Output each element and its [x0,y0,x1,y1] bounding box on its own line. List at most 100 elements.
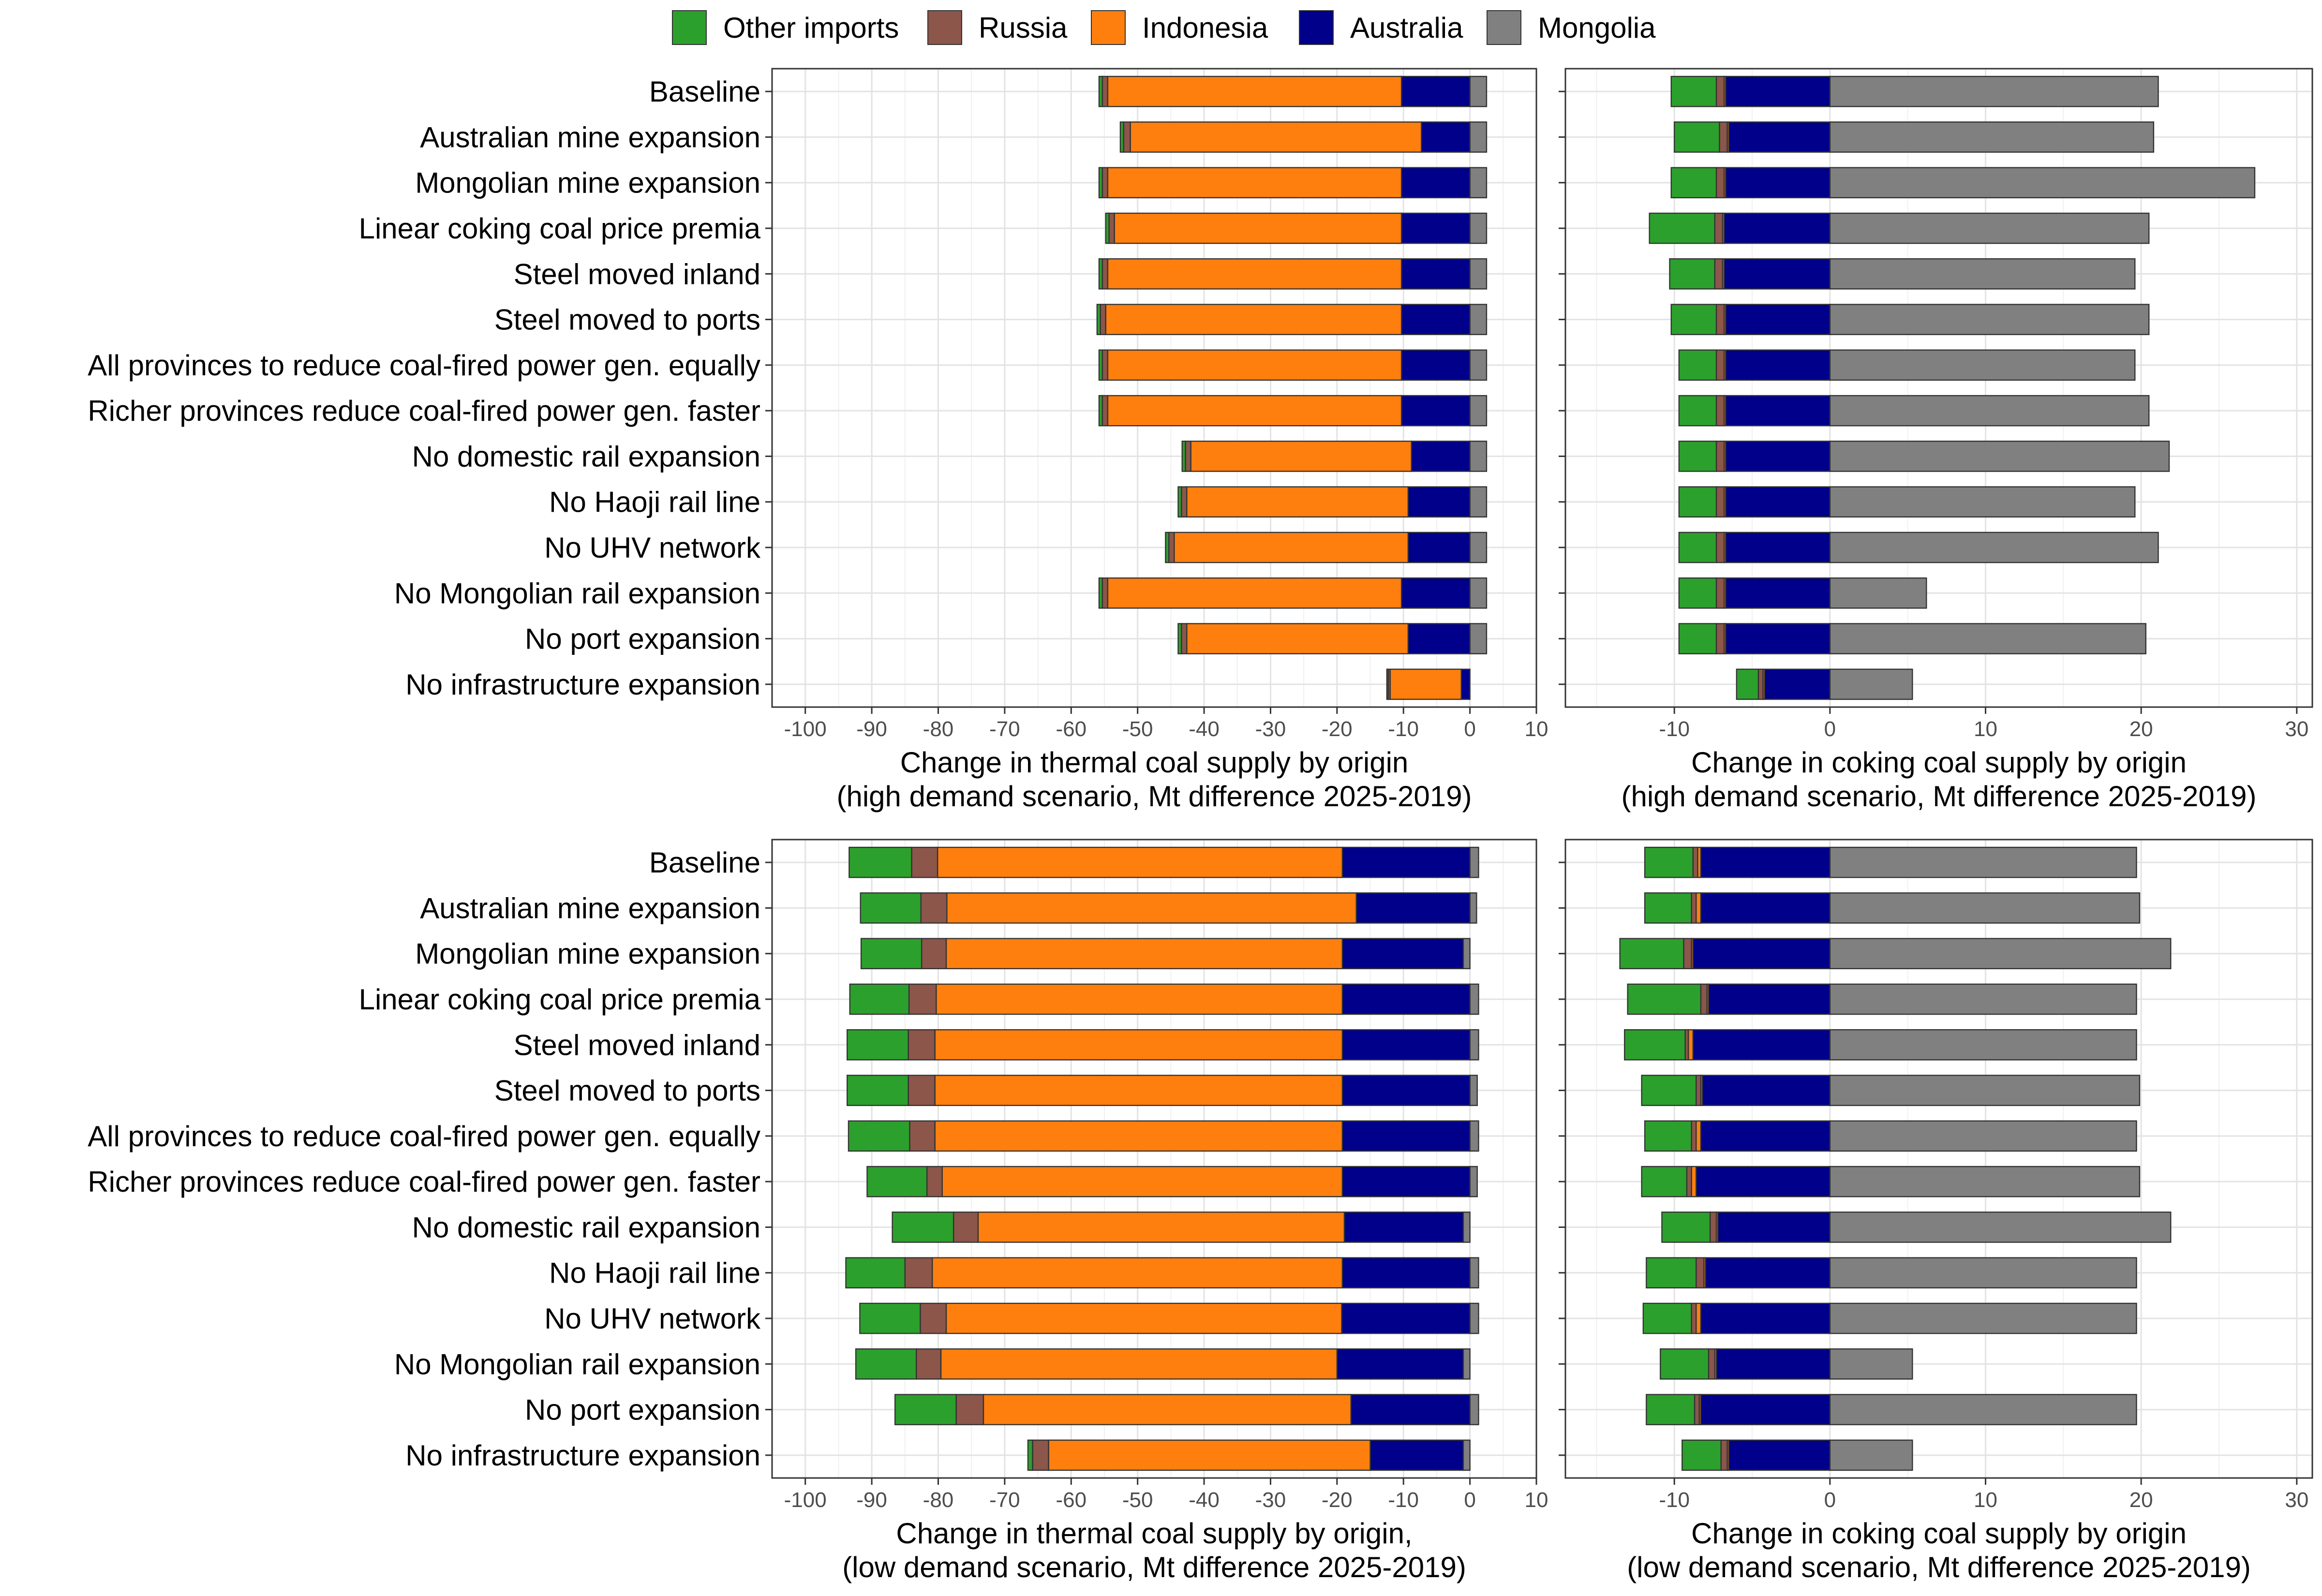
bar-segment-other-imports [1181,441,1186,472]
x-axis-title: Change in coking coal supply by origin [1691,1517,2187,1550]
bar-segment-mongolia [1469,892,1477,924]
bar-segment-mongolia [1829,75,2159,107]
x-tick-label: 0 [1464,717,1475,741]
plot-area [772,840,1536,1478]
bar-segment-indonesia [1105,304,1402,335]
bar-segment-russia [1715,167,1725,199]
bar-segment-russia [1123,121,1131,153]
bar-segment-russia [1714,258,1724,290]
legend-swatch [1299,10,1334,45]
category-label: Mongolian mine expansion [415,167,760,199]
bar-segment-russia [1715,486,1725,518]
bar-segment-other-imports [1678,441,1717,472]
bar-segment-australia [1421,121,1471,153]
bars [845,846,1479,1471]
bar-segment-australia [1725,395,1831,427]
bar-segment-mongolia [1462,1439,1471,1471]
bar-segment-australia [1355,892,1471,924]
category-label: No port expansion [525,623,760,655]
bar-segment-russia [1720,1439,1728,1471]
bar-segment-other-imports [1678,349,1717,381]
bar-segment-other-imports [860,938,923,970]
bar-segment-australia [1343,1212,1464,1243]
x-tick-label: 10 [1525,717,1548,741]
bar-segment-australia [1407,532,1471,563]
bar-segment-other-imports [894,1394,957,1425]
bar-segment-australia [1400,349,1471,381]
bar-segment-russia [1101,577,1109,609]
bar-segment-other-imports [1660,1348,1710,1380]
bar-segment-mongolia [1829,1302,2137,1334]
x-tick-label: -90 [856,1488,887,1512]
bar-segment-other-imports [848,1120,910,1152]
bar-segment-mongolia [1469,304,1488,335]
x-tick-label: -70 [989,717,1020,741]
bar-segment-mongolia [1829,304,2150,335]
panel-border [771,68,1537,708]
bar-segment-other-imports [1165,532,1170,563]
bar-segment-indonesia [945,938,1343,970]
bar-segment-indonesia [1695,1302,1702,1334]
x-tick-label: 20 [2129,717,2153,741]
bar-segment-other-imports [1670,167,1717,199]
bar-segment-russia [1683,938,1692,970]
x-tick-label: 30 [2285,717,2308,741]
x-axis-title: (high demand scenario, Mt difference 202… [1621,780,2256,813]
bar-segment-indonesia [934,1029,1343,1061]
bar-segment-mongolia [1469,486,1488,518]
bar-segment-australia [1700,1120,1831,1152]
bar-segment-other-imports [1627,983,1702,1015]
bar-segment-other-imports [1386,668,1389,700]
bar-segment-mongolia [1469,532,1488,563]
bar-segment-mongolia [1829,623,2147,654]
bar-segment-other-imports [1736,668,1759,700]
bar-segment-russia [1715,349,1725,381]
bar-segment-russia [1715,623,1725,654]
bar-segment-mongolia [1829,258,2136,290]
x-tick-label: -40 [1189,717,1220,741]
bar-segment-indonesia [1174,532,1409,563]
x-tick-label: 20 [2129,1488,2153,1512]
x-tick-label: -10 [1388,1488,1419,1512]
bar-segment-russia [1691,892,1697,924]
bar-segment-other-imports [1096,304,1101,335]
bar-segment-russia [911,846,938,878]
bar-segment-australia [1400,167,1471,199]
bar-segment-other-imports [1670,75,1717,107]
panel-border [1564,839,2313,1479]
x-tick-label: -10 [1659,1488,1690,1512]
bar-segment-australia [1705,1257,1831,1289]
bar-segment-russia [1694,1394,1700,1425]
bar-segment-other-imports [1646,1394,1696,1425]
bar-segment-mongolia [1829,1348,1913,1380]
x-tick-label: -90 [856,717,887,741]
bar-segment-mongolia [1469,623,1488,654]
bar-segment-australia [1725,304,1831,335]
bar-segment-mongolia [1829,892,2141,924]
x-tick-label: -100 [784,717,827,741]
bar-segment-australia [1725,167,1831,199]
bar-segment-mongolia [1829,668,1913,700]
bar-segment-indonesia [1687,1029,1694,1061]
bar-segment-russia [953,1212,979,1243]
bar-segment-indonesia [1107,258,1402,290]
bar-segment-mongolia [1469,983,1479,1015]
legend-swatch [1091,10,1126,45]
bar-segment-mongolia [1829,395,2150,427]
bar-segment-australia [1341,1166,1471,1197]
bar-segment-mongolia [1829,532,2159,563]
bar-segment-russia [1715,441,1725,472]
bar-segment-australia [1700,1302,1831,1334]
x-axis-title: Change in thermal coal supply by origin, [896,1517,1412,1550]
x-tick-label: -50 [1122,717,1153,741]
bar-segment-other-imports [1678,577,1717,609]
bar-segment-other-imports [855,1348,917,1380]
bar-segment-other-imports [1105,212,1110,244]
category-label: No port expansion [525,1394,760,1426]
bar-segment-russia [1709,1212,1717,1243]
bar-segment-other-imports [1027,1439,1033,1471]
legend-label: Other imports [723,12,899,44]
legend-label: Australia [1350,12,1463,44]
bar-segment-indonesia [977,1212,1345,1243]
legend-item-mongolia: Mongolia [1487,10,1656,45]
